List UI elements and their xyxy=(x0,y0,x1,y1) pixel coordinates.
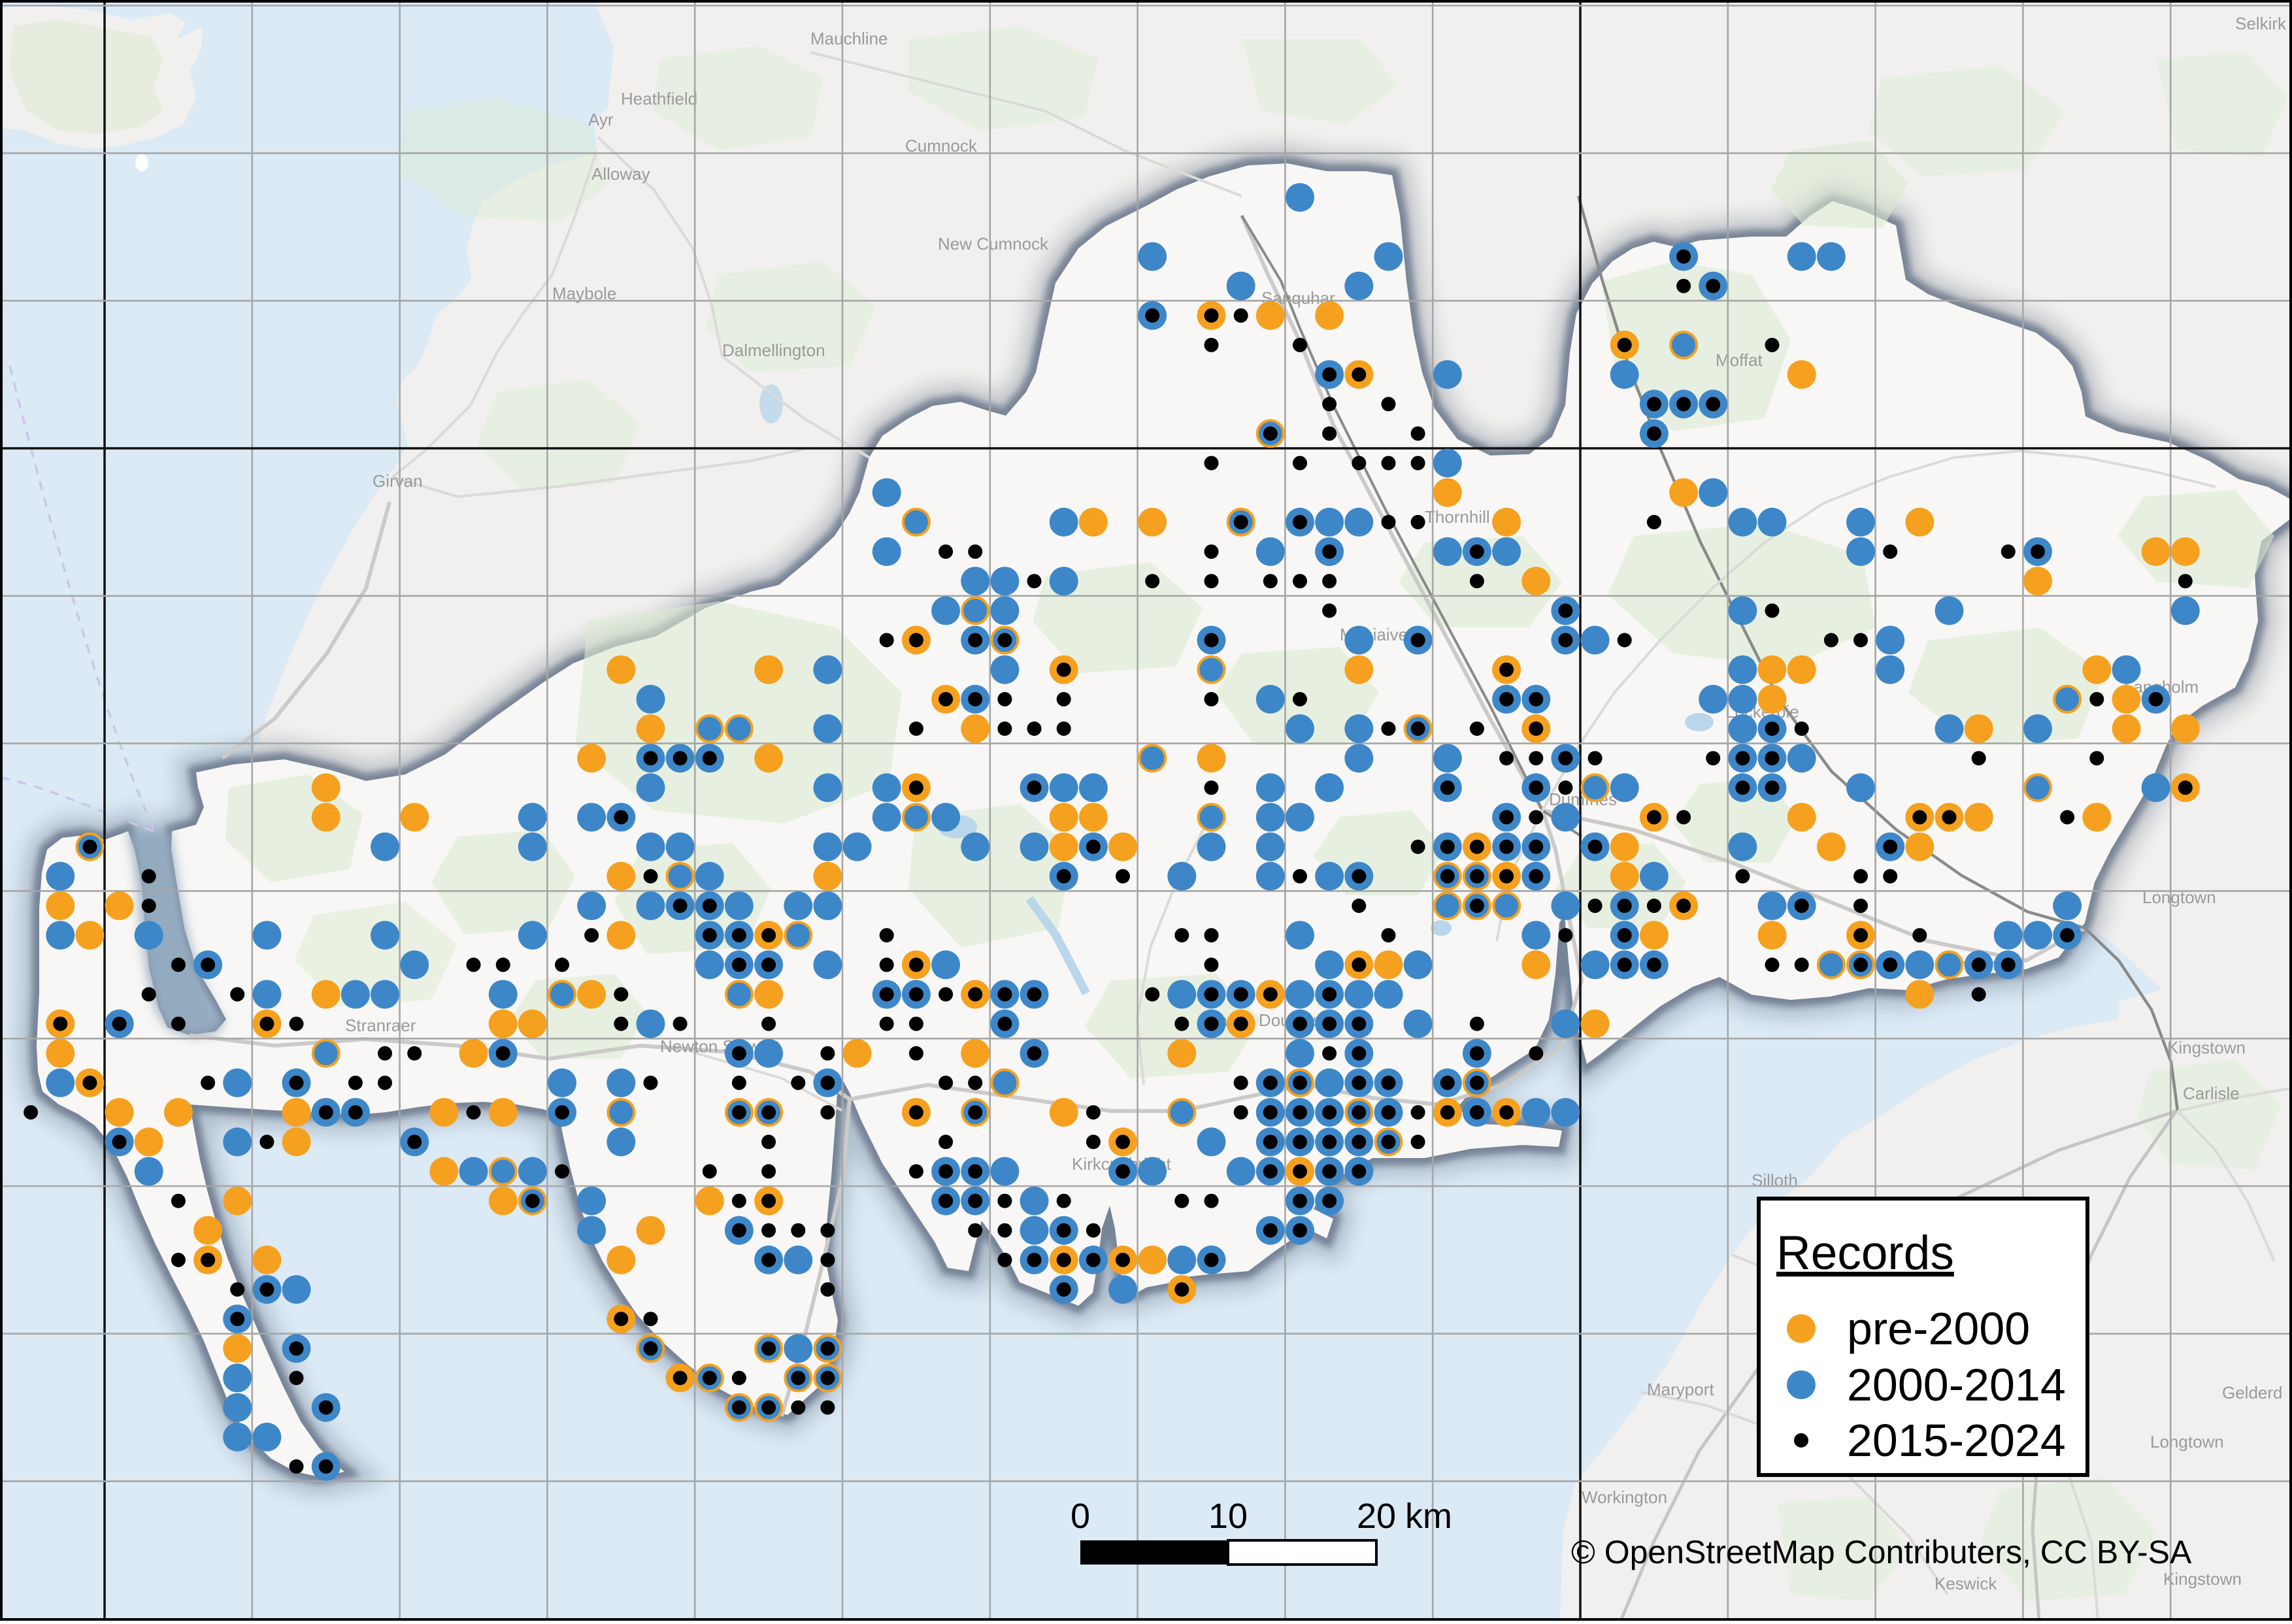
svg-text:Maryport: Maryport xyxy=(1647,1380,1714,1399)
svg-text:Selkirk: Selkirk xyxy=(2235,14,2287,33)
svg-text:Alloway: Alloway xyxy=(591,164,650,184)
svg-text:0: 0 xyxy=(1071,1497,1090,1536)
svg-text:2000-2014: 2000-2014 xyxy=(1847,1359,2066,1410)
svg-text:Carlisle: Carlisle xyxy=(2183,1084,2240,1103)
svg-text:New Cumnock: New Cumnock xyxy=(938,234,1049,254)
svg-text:2015-2024: 2015-2024 xyxy=(1847,1415,2066,1466)
svg-text:10: 10 xyxy=(1208,1497,1248,1536)
svg-text:Kingstown: Kingstown xyxy=(2163,1569,2242,1589)
svg-text:Silloth: Silloth xyxy=(1752,1170,1798,1190)
svg-text:20: 20 xyxy=(1357,1497,1396,1536)
svg-text:km: km xyxy=(1405,1497,1452,1536)
svg-text:Workington: Workington xyxy=(1582,1487,1667,1507)
svg-text:Kingstown: Kingstown xyxy=(2167,1038,2246,1057)
svg-text:Gelderd: Gelderd xyxy=(2222,1383,2283,1402)
svg-text:pre-2000: pre-2000 xyxy=(1847,1303,2030,1354)
svg-text:Thornhill: Thornhill xyxy=(1425,507,1490,527)
svg-text:Keswick: Keswick xyxy=(1935,1574,1997,1593)
svg-text:Stranraer: Stranraer xyxy=(345,1016,416,1035)
svg-text:Cumnock: Cumnock xyxy=(905,136,978,156)
svg-text:Longtown: Longtown xyxy=(2150,1432,2224,1451)
svg-text:© OpenStreetMap Contributers,: © OpenStreetMap Contributers, CC BY-SA xyxy=(1571,1534,2192,1570)
svg-text:Girvan: Girvan xyxy=(373,471,423,491)
svg-text:Moffat: Moffat xyxy=(1716,350,1763,370)
svg-text:Mauchline: Mauchline xyxy=(810,29,888,48)
svg-text:Dalmellington: Dalmellington xyxy=(722,340,825,360)
svg-text:Heathfield: Heathfield xyxy=(621,89,697,108)
svg-text:Ayr: Ayr xyxy=(588,110,614,129)
svg-text:Records: Records xyxy=(1776,1227,1954,1280)
